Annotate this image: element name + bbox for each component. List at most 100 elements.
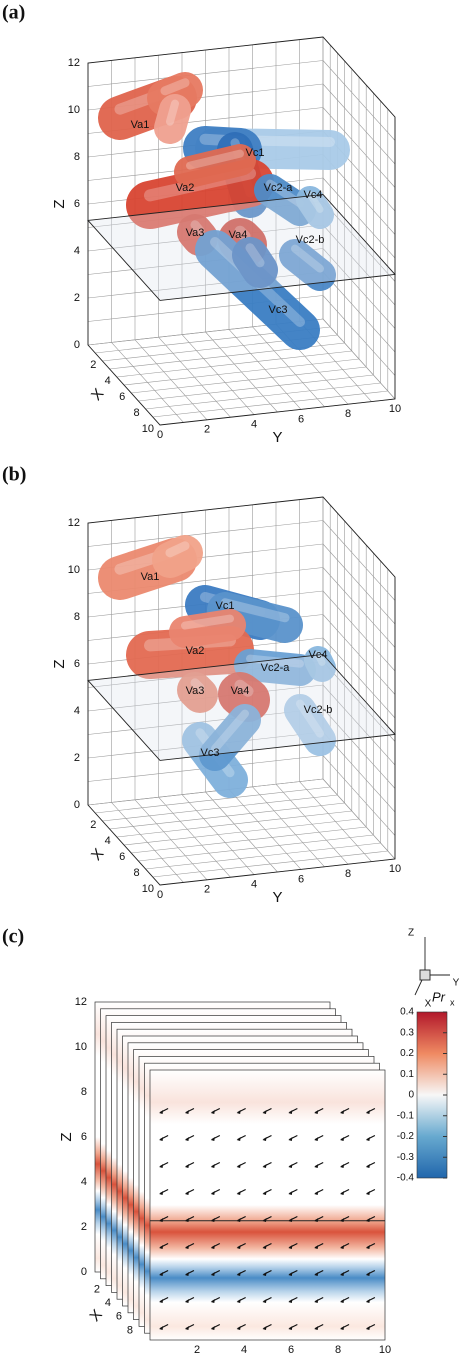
vortex-highlight [181,614,234,630]
vortex-highlight [211,709,249,753]
vortex-label: Vc2-a [264,182,294,194]
arrow-head [210,1137,215,1141]
vortex-label: Vc4 [304,189,323,201]
arrow-head [365,1218,370,1222]
z-tick-label: 4 [81,1176,87,1188]
arrow-head [340,1191,345,1195]
arrow-head [184,1326,189,1330]
vortex-tube [304,646,336,682]
arrow-head [340,1110,345,1114]
x-axis-title: X [88,845,107,864]
arrow-head [340,1326,345,1330]
arrow-head [288,1191,293,1195]
colorbar-tick-label: 0 [408,1090,414,1101]
z-tick-label: 12 [68,517,80,529]
arrow-head [184,1191,189,1195]
colorbar-tick-label: 0.3 [400,1027,414,1038]
arrow-head [314,1218,319,1222]
z-axis-title: Z [51,659,68,668]
arrow-head [159,1272,164,1276]
y-tick-label: 6 [288,1344,294,1354]
grid-line [228,789,302,870]
arrow-head [159,1245,164,1249]
arrow-head [159,1326,164,1330]
slice-plane [149,1069,386,1341]
arrow-head [184,1218,189,1222]
arrow-head [288,1218,293,1222]
arrow-head [236,1245,241,1249]
z-tick-label: 6 [74,658,80,670]
grid-line [138,834,374,862]
arrow-head [210,1164,215,1168]
x-tick-label: 4 [105,835,111,847]
y-tick-label: 4 [241,1344,247,1354]
z-tick-label: 10 [75,1041,87,1053]
grid-line [138,374,374,402]
arrow-head [262,1272,267,1276]
colorbar-title-sub: x [450,997,455,1007]
z-tick-label: 8 [74,151,80,163]
grid-line [228,329,302,410]
arrow-head [184,1272,189,1276]
vortex-label: Va2 [186,645,205,657]
grid-line [322,778,396,860]
grid-line [145,842,381,870]
grid-line [131,366,367,394]
x-tick-label: 4 [105,1297,111,1309]
y-tick-label: 8 [345,868,351,880]
arrow-head [314,1245,319,1249]
arrow-head [365,1137,370,1141]
panel-label: (a) [2,2,25,24]
vortex-tube [154,94,191,144]
grid-line [299,781,372,862]
vortex-highlight [165,541,190,558]
vortex-tube [254,174,316,226]
arrow-head [236,1299,241,1303]
box-outline [87,496,396,886]
arrow-head [314,1191,319,1195]
colorbar-tick-label: -0.3 [397,1152,415,1163]
arrow-head [210,1326,215,1330]
colorbar-tick-label: -0.2 [397,1131,415,1142]
vortex-tube [218,672,270,722]
colorbar-tick-label: -0.4 [397,1173,415,1184]
x-tick-label: 2 [90,819,96,831]
vortex-highlight [234,679,254,697]
arrow-head [340,1299,345,1303]
arrow-head [365,1191,370,1195]
vortex-tube [126,159,274,229]
y-tick-label: 0 [157,429,163,441]
vortex-tube [296,186,334,229]
y-tick-label: 8 [345,408,351,420]
z-tick-label: 10 [68,564,80,576]
arrow-head [288,1164,293,1168]
arrow-head [210,1191,215,1195]
vortex-tube [177,672,218,713]
arrow-head [365,1164,370,1168]
vortex-label: Va3 [186,685,205,697]
triad-label: Y [453,978,460,989]
x-tick-label: 6 [119,391,125,403]
x-tick-label: 2 [94,1284,100,1296]
vortex-tube [126,626,254,679]
vortex-highlight [291,244,324,273]
vortex-highlight [190,220,205,236]
vortex-label: Vc2-a [261,662,291,674]
vortex-highlight [314,650,326,666]
grid-line [322,318,396,400]
z-tick-label: 10 [68,104,80,116]
grid-line [131,826,367,854]
x-axis-title: X [88,385,107,404]
x-tick-label: 10 [142,883,154,895]
z-tick-label: 0 [74,799,80,811]
y-tick-label: 10 [389,863,401,875]
arrow-head [262,1191,267,1195]
vortex-highlight [166,99,179,126]
arrow-head [340,1272,345,1276]
vortex-tube [284,694,336,756]
arrow-head [365,1245,370,1249]
grid-line [275,783,349,865]
y-tick-label: 10 [379,1344,391,1354]
grid-line [145,382,381,410]
z-tick-label: 0 [81,1266,87,1278]
